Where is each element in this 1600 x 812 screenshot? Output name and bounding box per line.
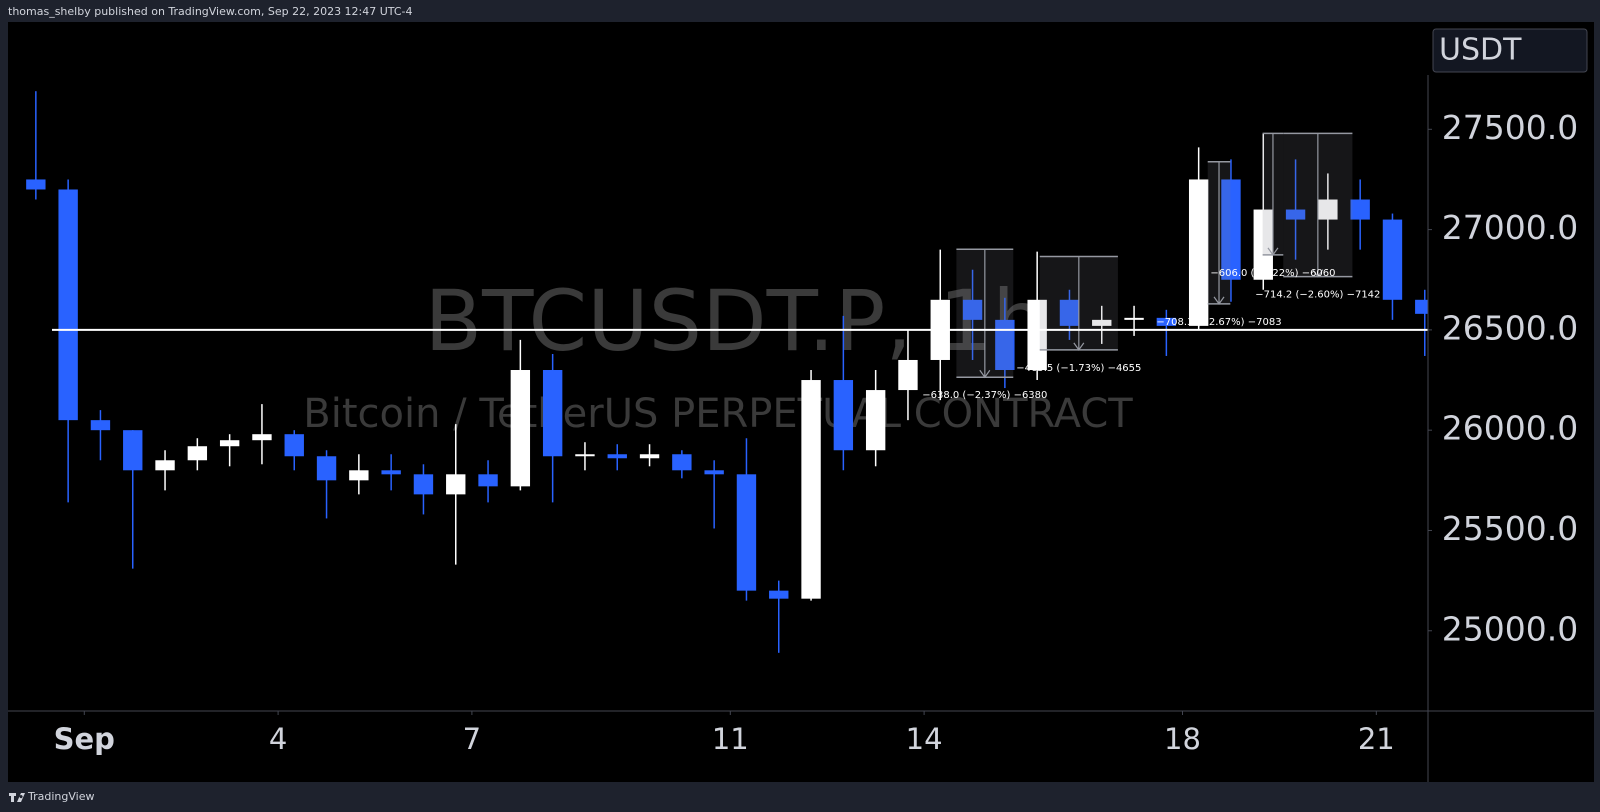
measure-arrow [1073,256,1085,351]
x-tick-label: 14 [906,722,943,756]
candle-body [995,319,1015,371]
logo [9,793,25,802]
candle-body [1318,199,1338,220]
y-tick-label: 27000.0 [1442,208,1578,247]
measure-arrow [979,249,991,379]
y-tick-label: 27500.0 [1442,108,1578,147]
candle-body [219,440,240,447]
currency-label[interactable]: USDT [1439,33,1522,68]
candle-body [575,454,595,457]
measure-label: −714.2 (−2.60%) −7142 [1255,290,1380,301]
candle-body [1382,219,1403,300]
candle-body [1253,209,1273,280]
candle-body [284,434,304,457]
measure-label: −465.5 (−1.73%) −4655 [1016,363,1141,374]
candle-body [90,420,111,431]
plot-area: BTCUSDT.P, 1h Bitcoin / TetherUS PERPETU… [26,91,1428,653]
candle-body [58,189,78,421]
candle-body [381,470,401,475]
candle-body [639,454,660,459]
candle-body [349,470,369,481]
measure-label: −708.3 (−2.67%) −7083 [1156,317,1281,328]
y-tick-label: 26500.0 [1442,308,1578,347]
y-tick-label: 25500.0 [1442,509,1578,548]
candle-body [155,460,175,471]
candle-body [1415,299,1428,314]
candle-body [769,590,789,599]
candle-body [1350,199,1370,220]
measure-arrow [1312,133,1324,278]
x-tick-label: 7 [463,722,481,756]
candle-body [672,454,692,471]
candle-body [1027,299,1047,371]
publisher: thomas_shelby published on TradingView.c… [8,5,413,18]
measure-arrow [1213,161,1225,305]
candle-body [704,470,724,475]
x-tick-label: Sep [54,722,115,756]
x-tick-label: 4 [269,722,287,756]
x-tick-label: 18 [1164,722,1201,756]
measure-arrow [1267,133,1279,256]
candle-body [736,474,757,591]
candle-body [252,434,272,441]
candle-body [510,370,531,487]
candle-body [26,179,46,190]
y-tick-label: 25000.0 [1442,609,1578,648]
candle-body [898,359,918,391]
y-tick-label: 26000.0 [1442,409,1578,448]
candle-body [123,430,143,471]
candle-body [446,474,466,495]
x-tick-label: 11 [712,722,749,756]
candle-body [865,390,886,451]
candle-body [1221,179,1241,280]
measure-label: −606.0 (−2.22%) −6060 [1210,268,1335,279]
candle-body [316,456,337,481]
footer-brand: TradingView [27,790,94,803]
candle-body [1124,317,1144,320]
candle-body [478,474,498,487]
candle-body [413,474,434,495]
candle-body [1092,319,1112,326]
candle-body [1156,317,1177,326]
chart-frame [8,22,1594,782]
candle-body [1059,299,1080,326]
candle-body [962,299,983,320]
x-tick-label: 21 [1358,722,1395,756]
candle-body [1285,209,1306,220]
watermark-title: BTCUSDT.P, 1h [425,272,1046,370]
candle-body [542,370,563,457]
candle-body [833,380,854,451]
measure-label: −638.0 (−2.37%) −6380 [922,390,1047,401]
candle-body [187,446,208,461]
candle-body [607,454,627,459]
currency-box[interactable] [1432,28,1588,73]
candle-body [1188,179,1209,326]
watermark-subtitle: Bitcoin / TetherUS PERPETUAL CONTRACT [303,391,1133,437]
candle-body [801,380,821,599]
